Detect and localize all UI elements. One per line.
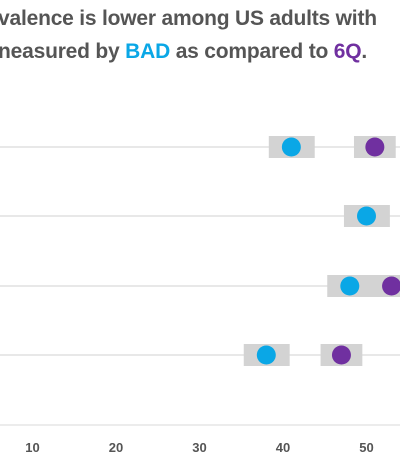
point-6q-row-4 (331, 345, 351, 365)
x-tick-label-20: 20 (109, 440, 123, 455)
chart-title: valence is lower among US adults with ne… (0, 2, 400, 68)
x-tick-label-50: 50 (359, 440, 373, 455)
point-bad-row-2 (357, 206, 376, 226)
title-line-2-prefix: neasured by (0, 40, 126, 63)
title-6q-label: 6Q (333, 40, 362, 63)
point-6q-row-1 (365, 137, 385, 157)
title-line-2-suffix: . (361, 40, 368, 63)
title-line-2: neasured by BAD as compared to 6Q. (0, 35, 400, 68)
point-bad-row-1 (281, 137, 301, 157)
x-tick-label-40: 40 (276, 440, 290, 455)
x-tick-label-30: 30 (192, 440, 206, 455)
title-line-2-middle: as compared to (170, 40, 334, 63)
gridlines (0, 146, 400, 356)
title-line-1: valence is lower among US adults with (0, 7, 377, 30)
point-bad-row-3 (340, 276, 360, 296)
data-points (256, 137, 400, 365)
title-bad-label: BAD (125, 40, 171, 63)
x-tick-label-10: 10 (25, 440, 39, 455)
x-axis-ticks: 10 20 30 40 50 (25, 440, 373, 455)
confidence-intervals (243, 136, 400, 366)
point-bad-row-4 (256, 345, 276, 365)
point-6q-row-3 (382, 276, 400, 296)
